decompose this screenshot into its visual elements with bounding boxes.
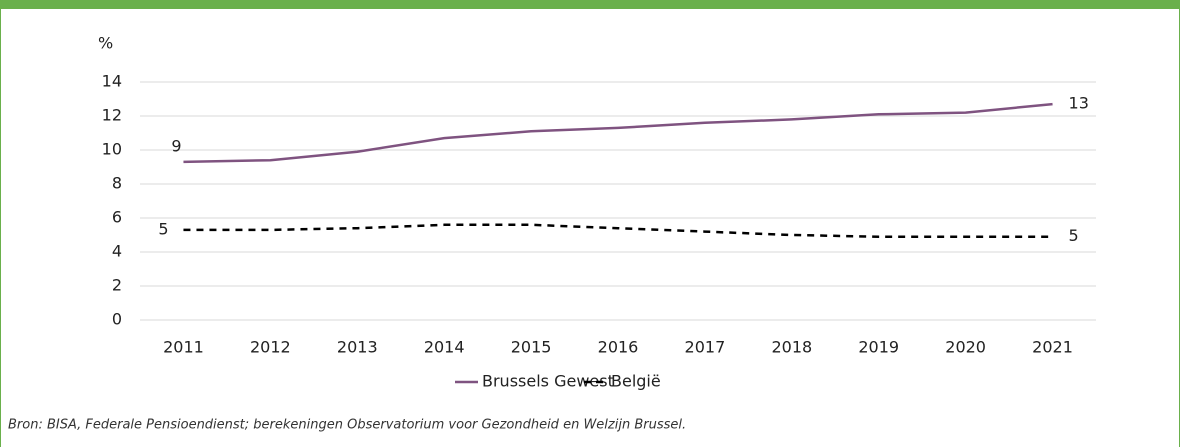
x-tick-label: 2013 (337, 338, 378, 357)
x-tick-label: 2021 (1032, 338, 1073, 357)
data-label: 5 (1069, 226, 1079, 245)
legend-label: België (611, 372, 661, 391)
x-tick-label: 2014 (424, 338, 465, 357)
x-tick-label: 2018 (771, 338, 812, 357)
x-tick-label: 2016 (598, 338, 639, 357)
source: Bron: BISA, Federale Pensioendienst; ber… (8, 418, 686, 433)
legend-label: Brussels Gewest (482, 372, 614, 391)
y-tick-label: 2 (112, 276, 122, 295)
x-tick-label: 2019 (858, 338, 899, 357)
line (183, 102, 1053, 164)
data-label: 13 (1069, 94, 1089, 113)
x-tick-label: 2015 (511, 338, 552, 357)
y-tick-label: 0 (112, 310, 122, 329)
x-tick-label: 2020 (945, 338, 986, 357)
x-tick-label: 2017 (685, 338, 726, 357)
line (183, 223, 1053, 238)
data-label: 5 (158, 219, 168, 238)
y-tick-label: 8 (112, 174, 122, 193)
data-label: 9 (171, 136, 181, 155)
y-tick-label: 12 (102, 106, 122, 125)
y-tick-label: 4 (112, 242, 122, 261)
border (0, 0, 1, 447)
top-bar (0, 0, 1180, 9)
y-tick-label: 10 (102, 140, 122, 159)
x-tick-label: 2011 (163, 338, 204, 357)
y-axis-label: % (98, 34, 113, 53)
y-tick-label: 6 (112, 208, 122, 227)
x-tick-label: 2012 (250, 338, 291, 357)
y-tick-label: 14 (102, 72, 122, 91)
